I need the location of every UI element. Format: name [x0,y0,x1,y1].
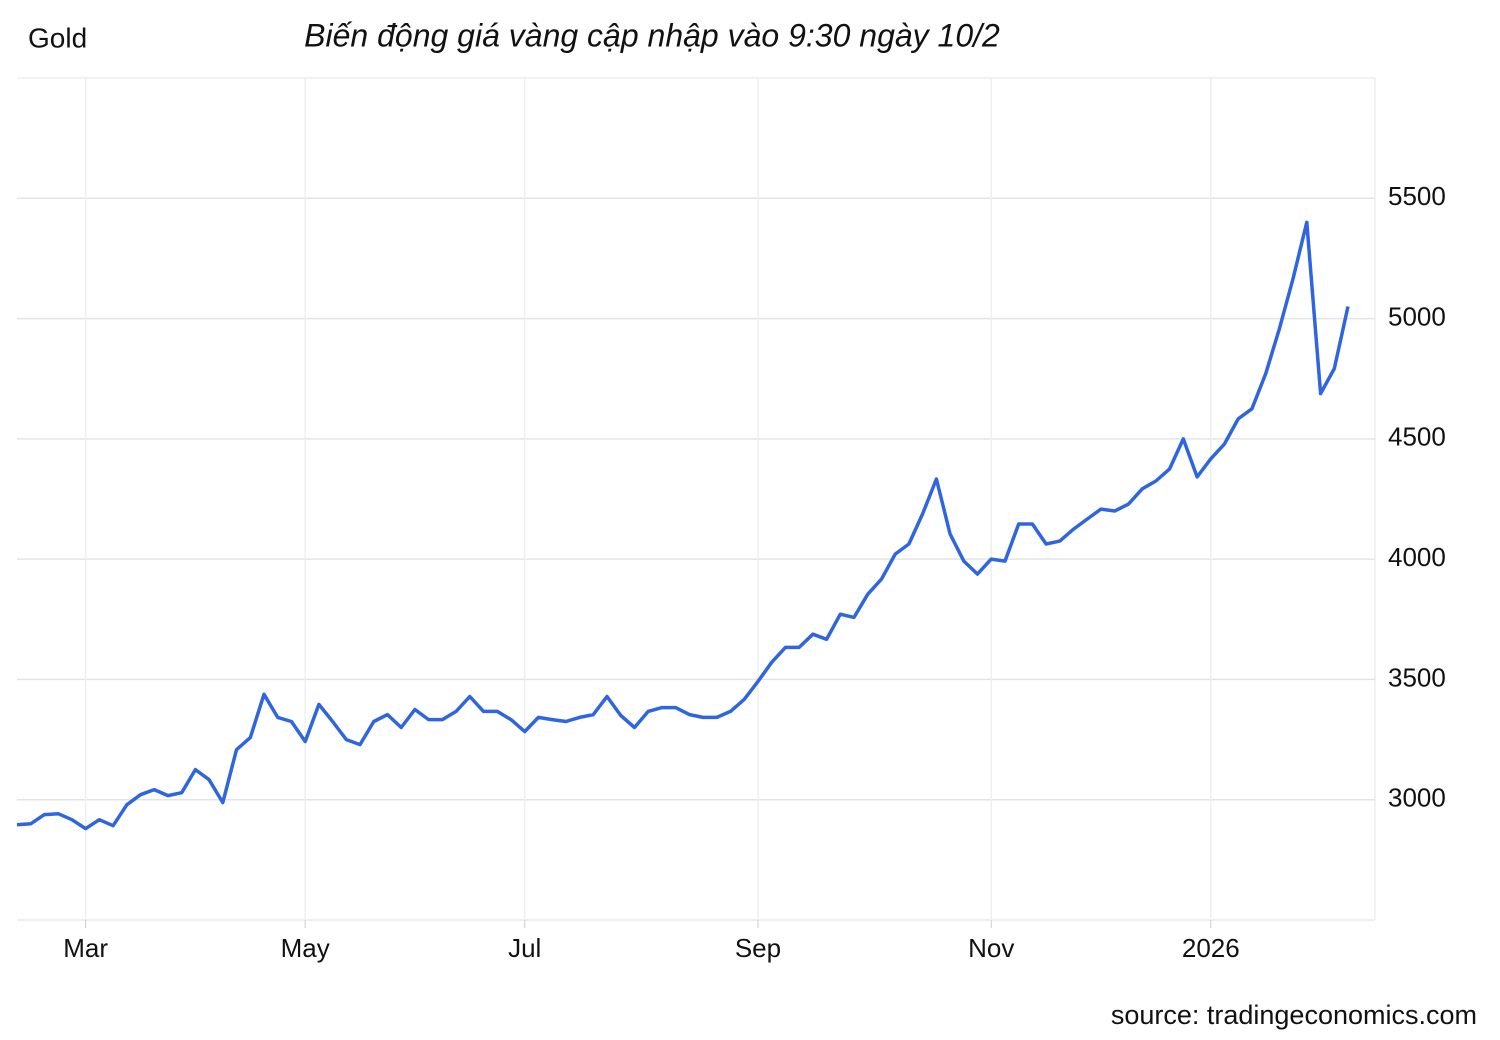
x-tick-label: Nov [968,933,1014,963]
y-tick-label: 5500 [1388,181,1446,211]
x-tick-label: Jul [508,933,541,963]
source: source: tradingeconomics.com [1111,1000,1477,1030]
chart-label: Gold [28,22,87,53]
y-tick-label: 3500 [1388,662,1446,692]
y-tick-label: 3000 [1388,783,1446,813]
x-tick-label: Mar [63,933,108,963]
y-tick-label: 4500 [1388,422,1446,452]
x-tick-label: 2026 [1182,933,1240,963]
price-line [16,220,1350,831]
x-tick-label: May [281,933,330,963]
chart-title: Biến động giá vàng cập nhập vào 9:30 ngà… [304,17,1000,53]
y-tick-label: 4000 [1388,542,1446,572]
x-tick-label: Sep [735,933,781,963]
y-tick-label: 5000 [1388,301,1446,331]
